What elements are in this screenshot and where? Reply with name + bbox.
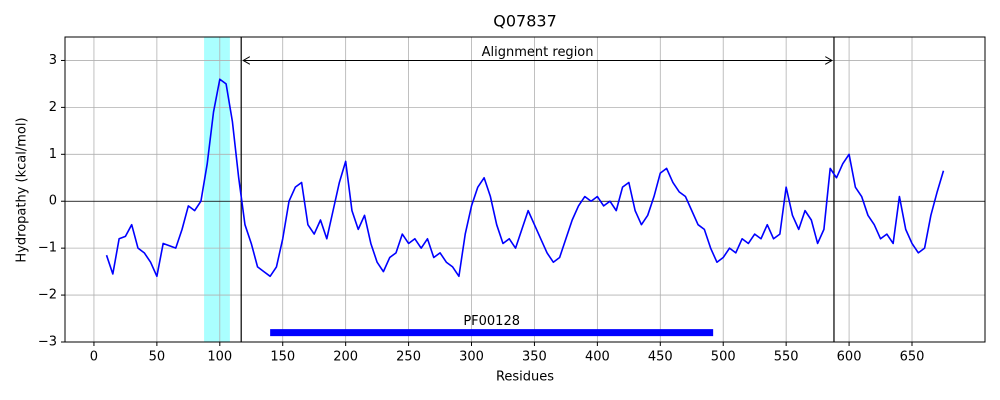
y-tick-label: 2 [49, 100, 57, 115]
x-tick-label: 400 [585, 350, 610, 365]
domain-label: PF00128 [463, 314, 520, 329]
chart-title: Q07837 [493, 12, 557, 31]
region-label: Alignment region [482, 45, 594, 60]
y-tick-label: −3 [38, 335, 57, 350]
x-tick-label: 150 [270, 350, 295, 365]
x-tick-label: 50 [149, 350, 166, 365]
y-tick-label: 1 [49, 147, 57, 162]
highlight-span [204, 37, 230, 342]
x-tick-label: 300 [459, 350, 484, 365]
x-tick-label: 650 [900, 350, 925, 365]
x-tick-label: 550 [774, 350, 799, 365]
y-tick-label: 0 [49, 194, 57, 209]
x-tick-label: 100 [207, 350, 232, 365]
x-tick-label: 600 [837, 350, 862, 365]
x-tick-label: 350 [522, 350, 547, 365]
x-tick-label: 200 [333, 350, 358, 365]
y-tick-label: 3 [49, 53, 57, 68]
y-tick-label: −2 [38, 288, 57, 303]
y-tick-label: −1 [38, 241, 57, 256]
hydropathy-line [105, 78, 945, 278]
x-tick-label: 0 [90, 350, 98, 365]
plot-frame [64, 36, 986, 343]
x-tick-label: 250 [396, 350, 421, 365]
x-axis-label: Residues [496, 370, 554, 385]
x-tick-label: 450 [648, 350, 673, 365]
y-axis-label: Hydropathy (kcal/mol) [15, 117, 30, 262]
x-tick-label: 500 [711, 350, 736, 365]
